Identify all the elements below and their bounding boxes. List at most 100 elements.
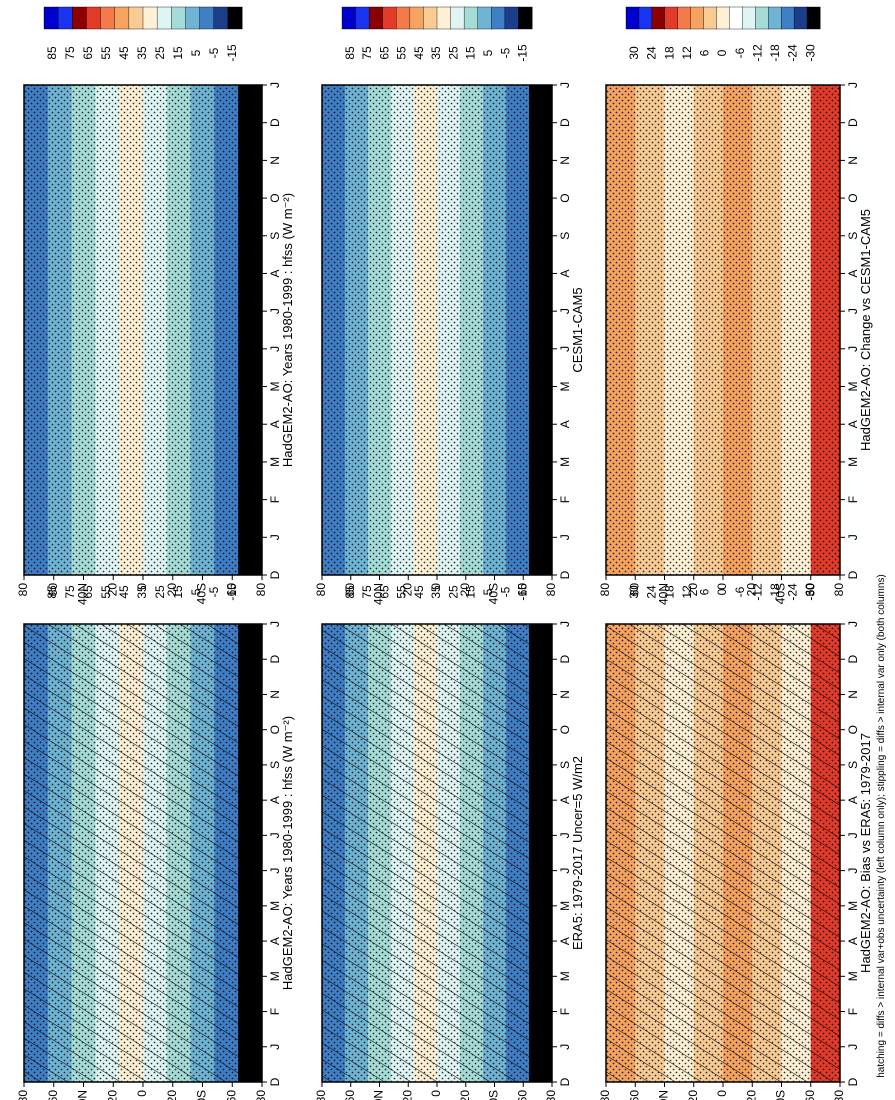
lat-tick-label: 80	[832, 1090, 846, 1100]
colorbar-label: 45	[412, 585, 426, 599]
month-tick-label: M	[846, 971, 860, 981]
month-tick-label: N	[558, 690, 572, 699]
colorbar-label: -15	[225, 583, 239, 601]
colorbar-label: 45	[412, 46, 426, 60]
colorbar-label: -5	[498, 586, 512, 597]
colorbar-label: -30	[803, 583, 817, 601]
colorbar-label: -30	[803, 44, 817, 62]
month-tick-label: A	[846, 420, 860, 428]
colorbar-label: 12	[680, 46, 694, 60]
lat-tick-label: 80	[254, 1090, 268, 1100]
colorbar-label: 5	[481, 588, 495, 595]
month-tick-label: O	[268, 193, 282, 202]
colorbar-label: 30	[627, 585, 641, 599]
month-tick-label: N	[268, 156, 282, 165]
colorbar-swatch	[781, 6, 795, 30]
month-tick-label: D	[558, 1077, 572, 1086]
month-tick-label: A	[268, 937, 282, 945]
month-tick-label: F	[268, 1008, 282, 1015]
month-tick-label: J	[846, 346, 860, 352]
lat-tick-label: 0	[715, 583, 729, 590]
month-tick-label: J	[268, 308, 282, 314]
lat-tick-label: 60	[343, 583, 357, 597]
colorbar-label: 5	[189, 588, 203, 595]
colorbar-label: 15	[464, 46, 478, 60]
month-tick-label: A	[268, 796, 282, 804]
colorbar-label: 45	[117, 46, 131, 60]
colorbar-label: 75	[360, 46, 374, 60]
month-tick-label: A	[268, 420, 282, 428]
month-tick-label: O	[558, 725, 572, 734]
lat-tick-label: 40S	[487, 1090, 501, 1100]
month-tick-label: D	[846, 118, 860, 127]
colorbar-label: 25	[153, 46, 167, 60]
colorbar-label: 15	[171, 46, 185, 60]
month-tick-label: J	[558, 1044, 572, 1050]
stippling-overlay	[322, 85, 552, 575]
month-tick-label: D	[846, 570, 860, 579]
colorbar-label: -5	[207, 47, 221, 58]
panel-title: HadGEM2-AO: Bias vs ERA5: 1979-2017	[858, 733, 873, 973]
colorbar-swatch	[677, 6, 692, 30]
month-tick-label: J	[846, 1044, 860, 1050]
colorbar-swatch	[213, 6, 229, 30]
month-tick-label: J	[846, 621, 860, 627]
month-tick-label: F	[268, 496, 282, 503]
colorbar-swatch	[716, 6, 730, 30]
month-tick-label: J	[846, 82, 860, 88]
month-tick-label: M	[846, 457, 860, 467]
colorbar-label: -24	[786, 583, 800, 601]
colorbar-label: 75	[63, 46, 77, 60]
colorbar-label: 12	[680, 585, 694, 599]
month-tick-label: D	[268, 1077, 282, 1086]
colorbar-label: 24	[645, 585, 659, 599]
colorbar-swatch	[199, 6, 215, 30]
colorbar-label: 18	[662, 585, 676, 599]
colorbar-swatch	[690, 6, 705, 30]
month-tick-label: J	[558, 621, 572, 627]
month-tick-label: N	[268, 690, 282, 699]
month-tick-label: M	[268, 382, 282, 392]
lat-tick-label: 60	[803, 1090, 817, 1100]
colorbar-label: 5	[189, 49, 203, 56]
lat-tick-label: 80	[544, 583, 558, 597]
lat-tick-label: 0	[715, 1090, 729, 1097]
lat-tick-label: 40N	[657, 1090, 671, 1100]
lat-tick-label: 40S	[195, 1090, 209, 1100]
colorbar-label: 5	[481, 49, 495, 56]
month-tick-label: S	[846, 761, 860, 769]
colorbar-label: 65	[377, 46, 391, 60]
colorbar-label: -15	[516, 44, 530, 62]
lat-tick-label: 80	[832, 583, 846, 597]
lat-tick-label: 40N	[76, 583, 90, 605]
colorbar-label: 25	[153, 585, 167, 599]
month-tick-label: D	[558, 655, 572, 664]
colorbar-label: 15	[464, 585, 478, 599]
month-tick-label: A	[558, 937, 572, 945]
lat-tick-label: 20	[400, 583, 414, 597]
colorbar-swatch	[341, 6, 357, 30]
colorbar-label: 6	[698, 588, 712, 595]
lat-tick-label: 20	[400, 1090, 414, 1100]
month-tick-label: J	[268, 621, 282, 627]
month-tick-label: M	[558, 971, 572, 981]
month-tick-label: S	[558, 761, 572, 769]
colorbar-label: -15	[225, 44, 239, 62]
lat-tick-label: 20	[458, 1090, 472, 1100]
colorbar-swatch	[100, 6, 116, 30]
colorbar-label: 6	[698, 49, 712, 56]
colorbar-label: 55	[99, 585, 113, 599]
month-tick-label: F	[558, 1008, 572, 1015]
month-tick-label: A	[846, 796, 860, 804]
month-tick-label: S	[268, 761, 282, 769]
month-tick-label: O	[268, 725, 282, 734]
month-tick-label: J	[558, 534, 572, 540]
colorbar-label: 35	[429, 46, 443, 60]
colorbar-swatch	[171, 6, 186, 30]
colorbar-swatch	[768, 6, 782, 30]
month-tick-label: F	[558, 496, 572, 503]
colorbar-label: -18	[768, 44, 782, 62]
month-tick-label: D	[268, 655, 282, 664]
panel-p1: D J F M A M J J A S O N D J 80 60 40N 20 0 20 40S 60 80 HadGEM2…	[16, 545, 295, 1100]
month-tick-label: J	[268, 534, 282, 540]
